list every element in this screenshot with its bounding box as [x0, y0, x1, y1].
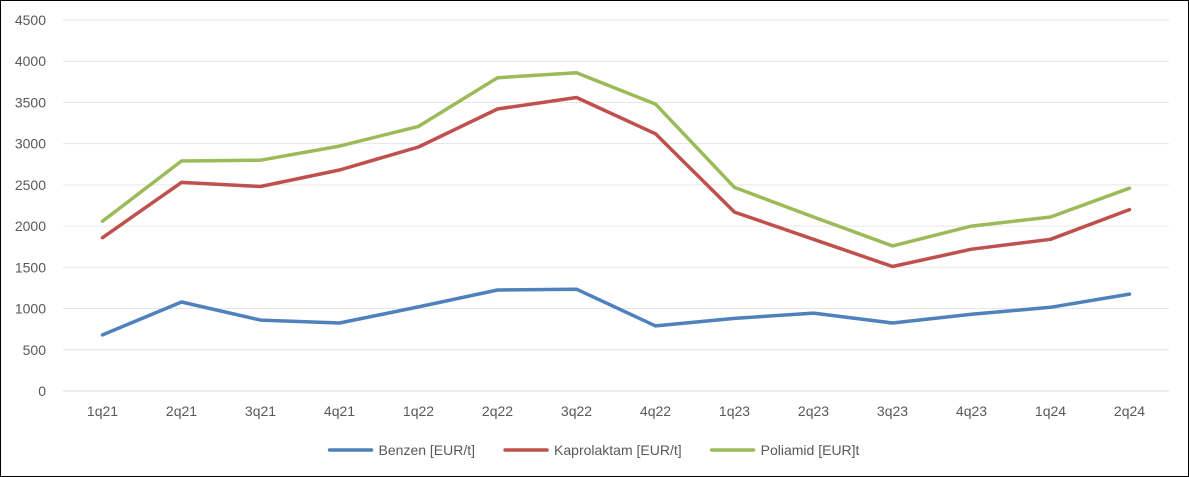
y-tick-label: 4000: [15, 53, 46, 69]
y-tick-label: 4500: [15, 12, 46, 28]
x-tick-label: 2q21: [166, 403, 197, 419]
legend-label-3: Poliamid [EUR]t: [761, 442, 860, 458]
x-tick-label: 2q24: [1114, 403, 1145, 419]
series-line-3: [100, 71, 1132, 248]
legend-label-1: Benzen [EUR/t]: [379, 442, 476, 458]
x-tick-label: 1q21: [87, 403, 118, 419]
y-tick-label: 3500: [15, 94, 46, 110]
x-tick-label: 4q23: [956, 403, 987, 419]
x-tick-label: 3q21: [245, 403, 276, 419]
x-tick-label: 2q22: [482, 403, 513, 419]
y-tick-label: 3000: [15, 136, 46, 152]
y-tick-label: 2500: [15, 177, 46, 193]
x-tick-label: 1q22: [403, 403, 434, 419]
x-tick-label: 1q24: [1035, 403, 1066, 419]
x-tick-label: 4q21: [324, 403, 355, 419]
x-tick-label: 1q23: [719, 403, 750, 419]
x-tick-label: 4q22: [640, 403, 671, 419]
legend-label-2: Kaprolaktam [EUR/t]: [554, 442, 682, 458]
y-tick-label: 500: [23, 342, 47, 358]
series-line-2: [100, 95, 1132, 269]
y-tick-label: 2000: [15, 218, 46, 234]
x-tick-label: 2q23: [798, 403, 829, 419]
y-tick-label: 1500: [15, 259, 46, 275]
x-tick-label: 3q23: [877, 403, 908, 419]
y-tick-label: 0: [38, 383, 46, 399]
gridlines: [63, 19, 1169, 392]
x-axis-ticks: 1q21 2q21 3q21 4q21 1q22 2q22 3q22 4q22 1q23 2q23…: [87, 403, 1145, 419]
x-tick-label: 3q22: [561, 403, 592, 419]
y-axis-ticks: 0 500 1000 1500 2000 2500 3000 3500 4000 4500: [15, 12, 46, 399]
y-tick-label: 1000: [15, 301, 46, 317]
legend: Benzen [EUR/t] Kaprolaktam [EUR/t] Poliami…: [327, 442, 860, 458]
series-line-1: [100, 287, 1132, 337]
series-lines: [100, 71, 1132, 337]
